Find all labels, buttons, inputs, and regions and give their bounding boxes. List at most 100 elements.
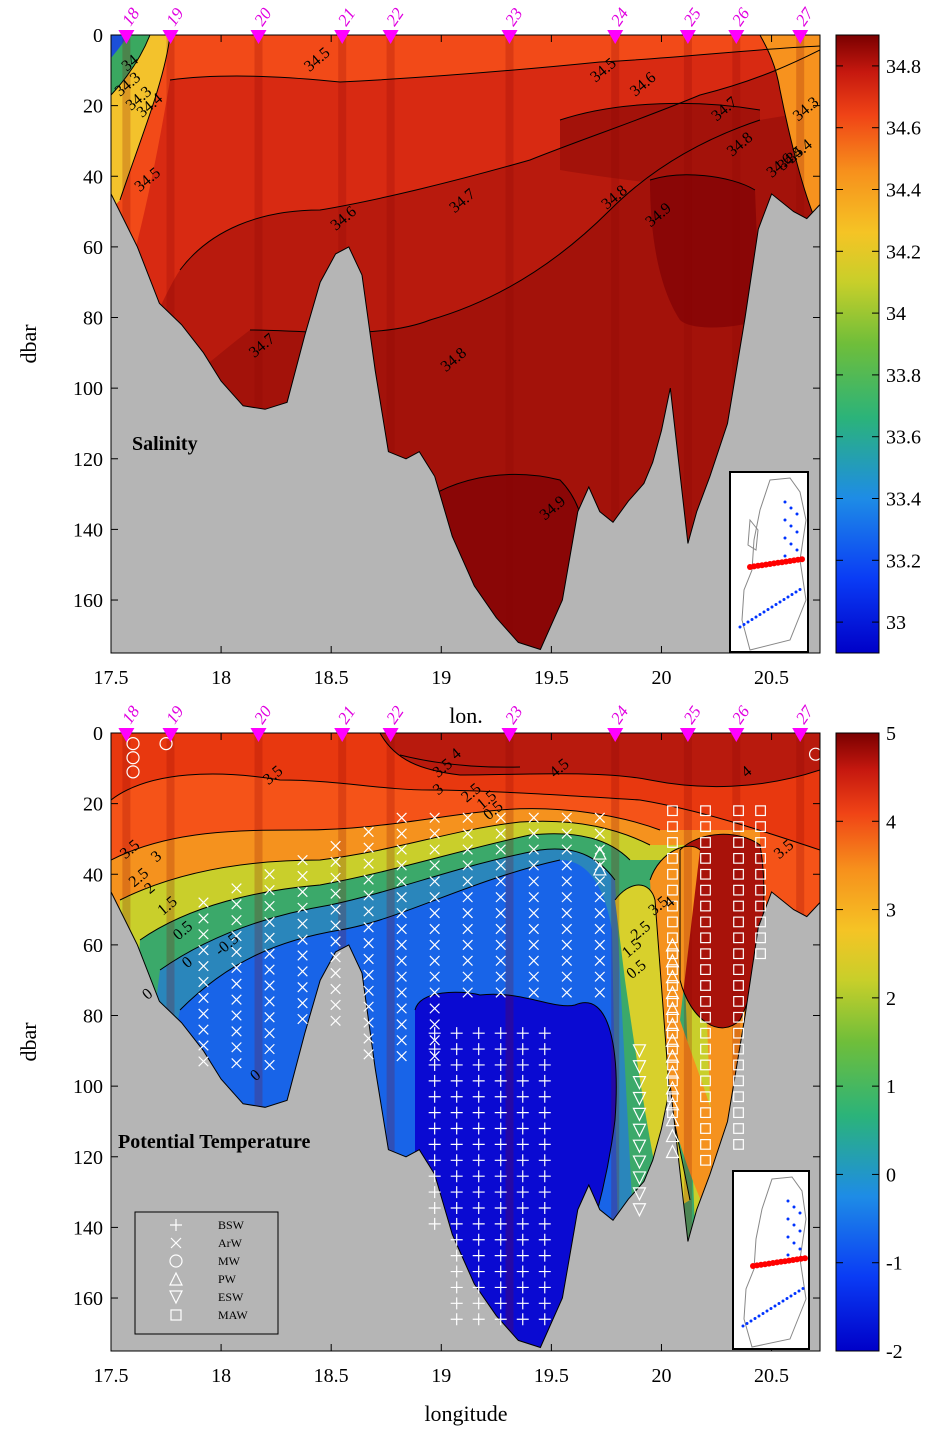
watermass-marker-x [330,904,341,915]
legend-marker-x [170,1237,182,1249]
watermass-marker-plus [516,1313,529,1326]
watermass-marker-square [733,821,744,832]
temperature-location-inset [732,1170,810,1350]
watermass-marker-plus [516,1265,529,1278]
station-band [611,733,620,1348]
watermass-marker-square [667,884,678,896]
watermass-marker-square [667,980,678,991]
watermass-marker-square [733,852,744,864]
watermass-marker-x [363,906,374,917]
inset-other-station [785,1297,789,1300]
watermass-marker-plus [472,1201,485,1214]
x-tick-label: 19.5 [534,667,569,689]
watermass-marker-square [755,884,766,896]
watermass-marker-square [733,1139,744,1150]
watermass-marker-square [700,1011,711,1023]
x-tick-label: 18 [211,1365,231,1387]
watermass-marker-x [429,1050,440,1062]
watermass-marker-x [495,955,506,967]
watermass-marker-x [264,916,275,928]
watermass-marker-x [429,891,440,903]
station-band [611,35,620,650]
station-marker [679,30,696,44]
watermass-marker-x [495,812,506,823]
watermass-marker-x [429,1035,440,1046]
watermass-marker-plus [538,1106,551,1119]
inset-other-station [749,1319,753,1323]
watermass-marker-x [396,1003,407,1014]
watermass-marker-plus [450,1122,463,1135]
watermass-marker-plus [428,1058,441,1071]
colorbar-tick-label: -1 [886,1253,903,1275]
watermass-marker-x [528,876,539,887]
salinity-seafloor-outline [111,193,820,651]
watermass-marker-x [363,874,374,885]
watermass-marker-plus [538,1186,551,1199]
watermass-marker-plus [428,1217,441,1230]
inset-other-station [774,603,778,606]
inset-other-station [792,1205,796,1209]
watermass-marker-square [755,837,766,848]
watermass-marker-x [396,860,407,871]
colorbar-tick-label: 5 [886,723,896,745]
watermass-marker-plus [494,1154,507,1167]
inset-other-station [782,598,786,601]
colorbar-tick-label: 33.6 [886,427,921,449]
station-marker [118,30,135,44]
watermass-marker-x [429,939,440,951]
watermass-marker-x [462,987,473,998]
y-tick-label: 20 [83,96,103,118]
inset-other-station [770,605,774,609]
colorbar-tick-label: 2 [886,988,896,1010]
watermass-marker-square [733,1091,744,1103]
y-tick-label: 80 [83,1006,103,1028]
inset-other-station [762,610,766,614]
watermass-marker-plus [472,1138,485,1151]
watermass-marker-x [528,860,539,871]
temp-coldest-bsw-core [415,992,617,1348]
watermass-marker-x [330,936,341,947]
watermass-marker-square [733,805,744,817]
watermass-marker-square [755,932,766,944]
watermass-marker-plus [472,1074,485,1087]
watermass-marker-square [733,837,744,848]
inset-other-station [797,1289,801,1293]
watermass-marker-x [429,987,440,998]
watermass-marker-plus [494,1281,507,1294]
watermass-marker-x [297,918,308,929]
watermass-marker-x [330,872,341,884]
watermass-marker-tri-up [665,1112,680,1127]
watermass-marker-tri-down [632,1123,647,1138]
watermass-marker-x [495,828,506,839]
temperature-seafloor-outline [111,891,820,1349]
watermass-marker-x [231,1057,242,1069]
watermass-marker-x [495,971,506,982]
watermass-marker-square [733,884,744,896]
watermass-marker-square [667,900,678,912]
inset-other-station [786,595,790,599]
watermass-marker-square [733,932,744,944]
watermass-marker-x [231,978,242,989]
watermass-marker-x [594,923,606,935]
legend-label: ESW [218,1290,244,1304]
watermass-marker-square [755,805,766,817]
watermass-marker-tri-up [665,1016,680,1031]
watermass-marker-plus [538,1074,551,1087]
inset-other-station [741,1324,745,1328]
watermass-marker-x [198,929,209,940]
station-band [683,733,692,1348]
station-label: 27 [792,3,818,29]
watermass-marker-plus [494,1249,507,1262]
watermass-marker-square [733,1059,744,1071]
watermass-marker-x [264,1059,275,1071]
watermass-marker-square [700,1123,711,1134]
watermass-marker-square [755,821,766,832]
x-tick-label: 19 [431,1365,451,1387]
watermass-marker-plus [516,1106,529,1119]
watermass-marker-circle [808,747,820,761]
temperature-colorbar: -2 -1 0 1 2 3 4 5 [835,723,903,1363]
watermass-marker-tri-up [592,845,607,860]
watermass-marker-plus [472,1281,485,1294]
watermass-marker-x [264,1043,275,1055]
